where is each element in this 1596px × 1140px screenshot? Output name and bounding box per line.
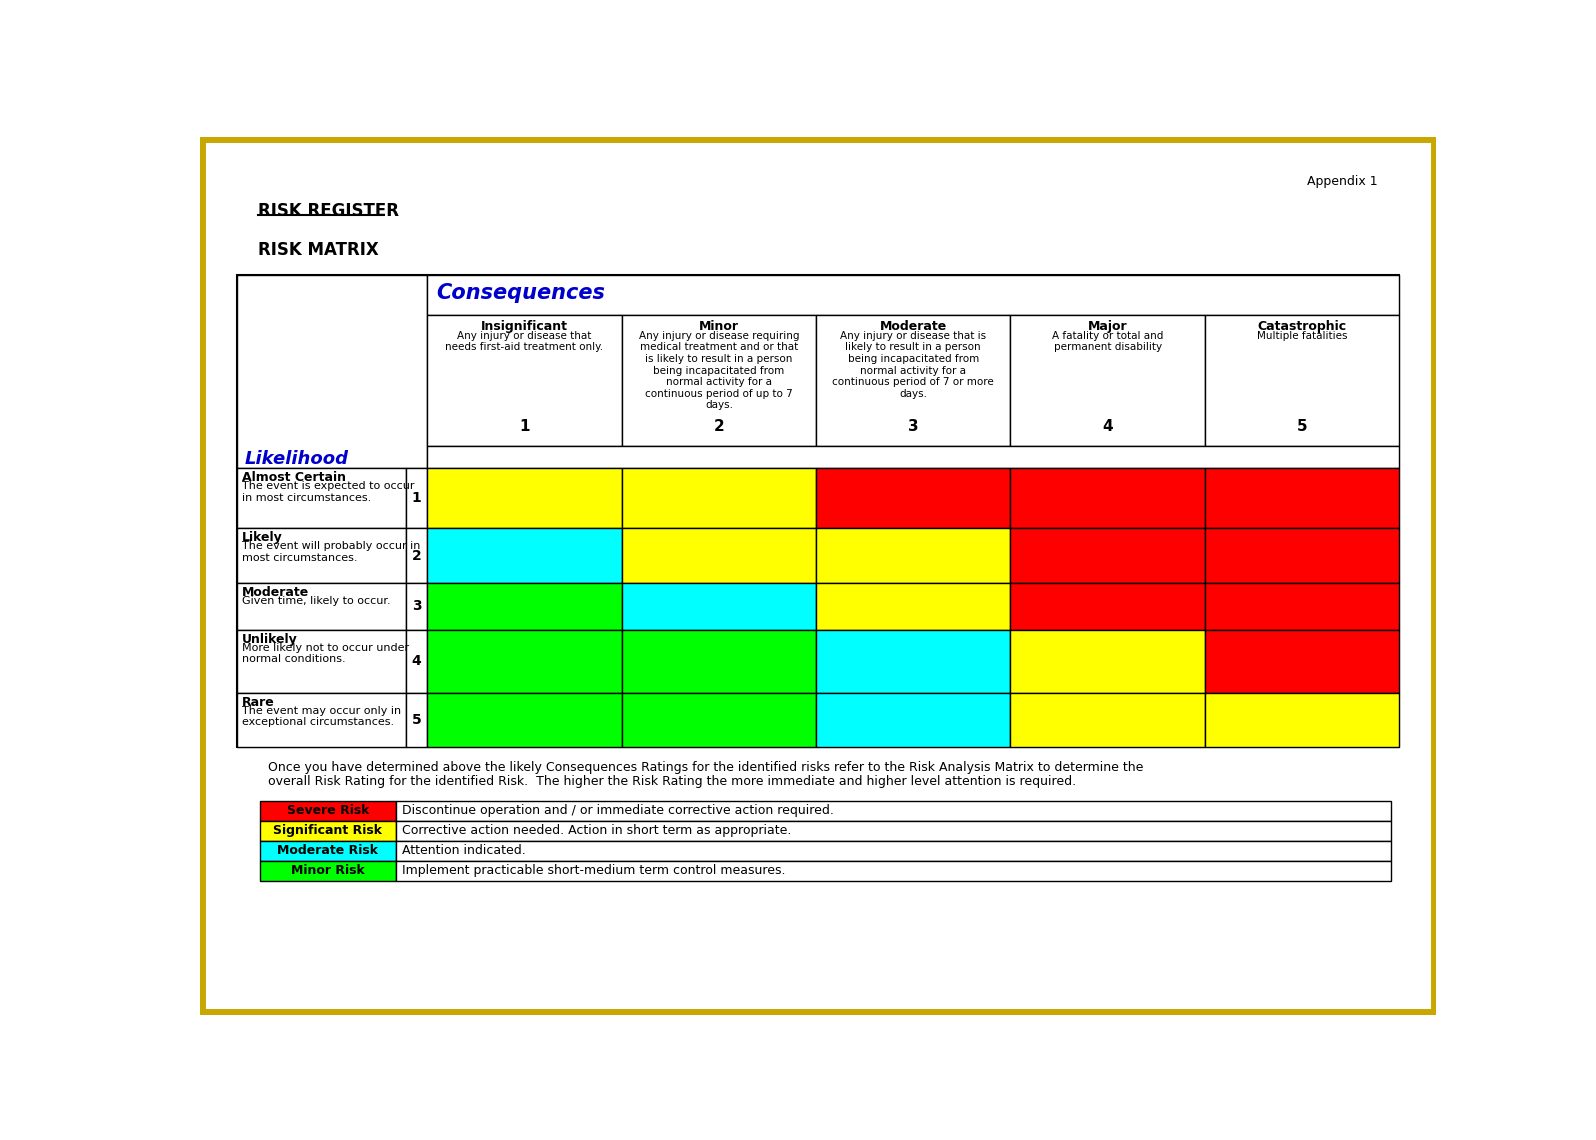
Bar <box>1010 629 1205 693</box>
Text: 2: 2 <box>713 420 725 434</box>
Bar <box>396 840 1392 861</box>
Text: Implement practicable short-medium term control measures.: Implement practicable short-medium term … <box>402 864 785 877</box>
Bar <box>260 800 396 821</box>
Text: Severe Risk: Severe Risk <box>287 804 369 817</box>
Bar <box>622 316 816 447</box>
Bar <box>260 821 396 840</box>
Text: Significant Risk: Significant Risk <box>273 824 383 837</box>
Bar <box>428 447 1400 467</box>
Bar <box>405 629 428 693</box>
Text: RISK REGISTER: RISK REGISTER <box>257 202 399 220</box>
Bar <box>428 528 622 584</box>
Bar <box>1205 693 1400 747</box>
Text: 4: 4 <box>412 654 421 668</box>
Bar <box>622 693 816 747</box>
Bar <box>428 693 622 747</box>
Bar <box>428 276 1400 316</box>
Text: 1: 1 <box>412 491 421 505</box>
Text: Discontinue operation and / or immediate corrective action required.: Discontinue operation and / or immediate… <box>402 804 833 817</box>
Text: Minor Risk: Minor Risk <box>290 864 364 877</box>
Bar <box>396 861 1392 880</box>
Text: 3: 3 <box>908 420 919 434</box>
Text: The event may occur only in
exceptional circumstances.: The event may occur only in exceptional … <box>243 706 401 727</box>
Bar <box>236 467 405 528</box>
Text: Once you have determined above the likely Consequences Ratings for the identifie: Once you have determined above the likel… <box>268 760 1143 789</box>
Bar <box>816 693 1010 747</box>
Text: The event is expected to occur
in most circumstances.: The event is expected to occur in most c… <box>243 481 415 503</box>
Bar <box>428 584 622 629</box>
Text: 5: 5 <box>1296 420 1307 434</box>
Bar <box>405 528 428 584</box>
Bar <box>1205 467 1400 528</box>
Text: Unlikely: Unlikely <box>243 633 298 645</box>
Bar <box>236 528 405 584</box>
Bar <box>1205 316 1400 447</box>
Bar <box>1010 693 1205 747</box>
Text: Corrective action needed. Action in short term as appropriate.: Corrective action needed. Action in shor… <box>402 824 792 837</box>
Text: Consequences: Consequences <box>437 283 605 303</box>
Bar <box>816 584 1010 629</box>
Bar <box>428 467 622 528</box>
Text: Catastrophic: Catastrophic <box>1258 320 1347 333</box>
Text: Insignificant: Insignificant <box>480 320 568 333</box>
Bar <box>260 861 396 880</box>
Bar <box>405 467 428 528</box>
Text: Appendix 1: Appendix 1 <box>1307 176 1377 188</box>
Bar <box>236 629 405 693</box>
Text: More likely not to occur under
normal conditions.: More likely not to occur under normal co… <box>243 643 409 665</box>
Bar <box>1205 584 1400 629</box>
Bar <box>428 629 622 693</box>
Text: Attention indicated.: Attention indicated. <box>402 844 525 857</box>
Bar <box>396 800 1392 821</box>
Bar <box>396 821 1392 840</box>
Text: 1: 1 <box>519 420 530 434</box>
Bar <box>622 629 816 693</box>
Text: Any injury or disease that is
likely to result in a person
being incapacitated f: Any injury or disease that is likely to … <box>833 331 994 399</box>
Text: Likelihood: Likelihood <box>244 450 348 469</box>
Text: Minor: Minor <box>699 320 739 333</box>
Bar <box>1010 584 1205 629</box>
Bar <box>816 528 1010 584</box>
Bar <box>236 584 405 629</box>
Bar <box>816 316 1010 447</box>
Text: Moderate: Moderate <box>879 320 946 333</box>
Bar <box>428 316 622 447</box>
Bar <box>405 693 428 747</box>
Bar <box>236 693 405 747</box>
Text: Any injury or disease requiring
medical treatment and or that
is likely to resul: Any injury or disease requiring medical … <box>638 331 800 410</box>
Text: Given time, likely to occur.: Given time, likely to occur. <box>243 596 391 606</box>
Bar <box>1010 528 1205 584</box>
Bar <box>236 276 428 467</box>
Bar <box>816 629 1010 693</box>
Bar <box>622 528 816 584</box>
Text: The event will probably occur in
most circumstances.: The event will probably occur in most ci… <box>243 542 420 563</box>
Bar <box>622 467 816 528</box>
Text: 2: 2 <box>412 548 421 563</box>
Bar <box>260 840 396 861</box>
Text: Major: Major <box>1088 320 1127 333</box>
Text: RISK MATRIX: RISK MATRIX <box>257 241 378 259</box>
Bar <box>236 276 1400 747</box>
Bar <box>405 584 428 629</box>
Text: Multiple fatalities: Multiple fatalities <box>1256 331 1347 341</box>
Bar <box>622 584 816 629</box>
Text: Moderate Risk: Moderate Risk <box>278 844 378 857</box>
Text: Rare: Rare <box>243 695 275 709</box>
Text: Almost Certain: Almost Certain <box>243 471 346 484</box>
Text: Moderate: Moderate <box>243 586 310 600</box>
Text: A fatality or total and
permanent disability: A fatality or total and permanent disabi… <box>1052 331 1163 352</box>
Bar <box>1205 528 1400 584</box>
Bar <box>1205 629 1400 693</box>
Text: Likely: Likely <box>243 531 282 544</box>
Text: 3: 3 <box>412 600 421 613</box>
Bar <box>1010 467 1205 528</box>
Bar <box>816 467 1010 528</box>
Text: Any injury or disease that
needs first-aid treatment only.: Any injury or disease that needs first-a… <box>445 331 603 352</box>
Text: 5: 5 <box>412 712 421 726</box>
Bar <box>1010 316 1205 447</box>
Text: 4: 4 <box>1103 420 1112 434</box>
